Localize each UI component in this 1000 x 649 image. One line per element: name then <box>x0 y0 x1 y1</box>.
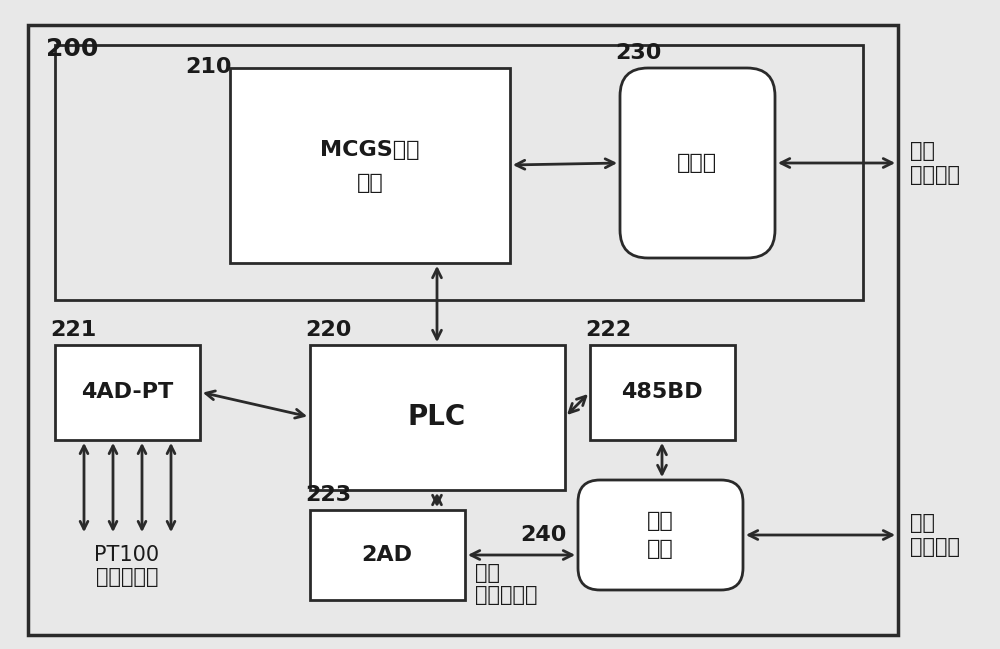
Text: PT100: PT100 <box>94 545 160 565</box>
Text: 水表: 水表 <box>647 539 673 559</box>
Text: 485BD: 485BD <box>621 382 703 402</box>
Text: 220: 220 <box>305 320 351 340</box>
Text: 温度传感器: 温度传感器 <box>96 567 158 587</box>
Text: 电脑: 电脑 <box>357 173 383 193</box>
Text: 系统: 系统 <box>910 513 935 533</box>
Text: 221: 221 <box>50 320 96 340</box>
Text: 240: 240 <box>520 525 566 545</box>
Text: PLC: PLC <box>408 403 466 431</box>
Bar <box>230 68 510 263</box>
Text: 222: 222 <box>585 320 631 340</box>
Text: 2AD: 2AD <box>362 545 413 565</box>
Text: 水箱: 水箱 <box>475 563 500 583</box>
FancyBboxPatch shape <box>578 480 743 590</box>
Text: 4AD-PT: 4AD-PT <box>81 382 173 402</box>
Text: 系统: 系统 <box>910 141 935 161</box>
Text: 远传: 远传 <box>647 511 673 531</box>
Text: 电能表: 电能表 <box>677 153 717 173</box>
Bar <box>55 345 200 440</box>
Text: 用电回路: 用电回路 <box>910 165 960 185</box>
Bar <box>55 45 863 300</box>
Text: 230: 230 <box>615 43 661 63</box>
Text: 液位传感器: 液位传感器 <box>475 585 538 605</box>
Bar <box>310 510 465 600</box>
Text: 210: 210 <box>185 57 232 77</box>
Bar <box>28 25 898 635</box>
Text: 补水回路: 补水回路 <box>910 537 960 557</box>
Text: 223: 223 <box>305 485 351 505</box>
Bar <box>310 345 565 490</box>
Text: MCGS组态: MCGS组态 <box>320 140 420 160</box>
Text: 200: 200 <box>46 37 98 61</box>
Bar <box>590 345 735 440</box>
FancyBboxPatch shape <box>620 68 775 258</box>
